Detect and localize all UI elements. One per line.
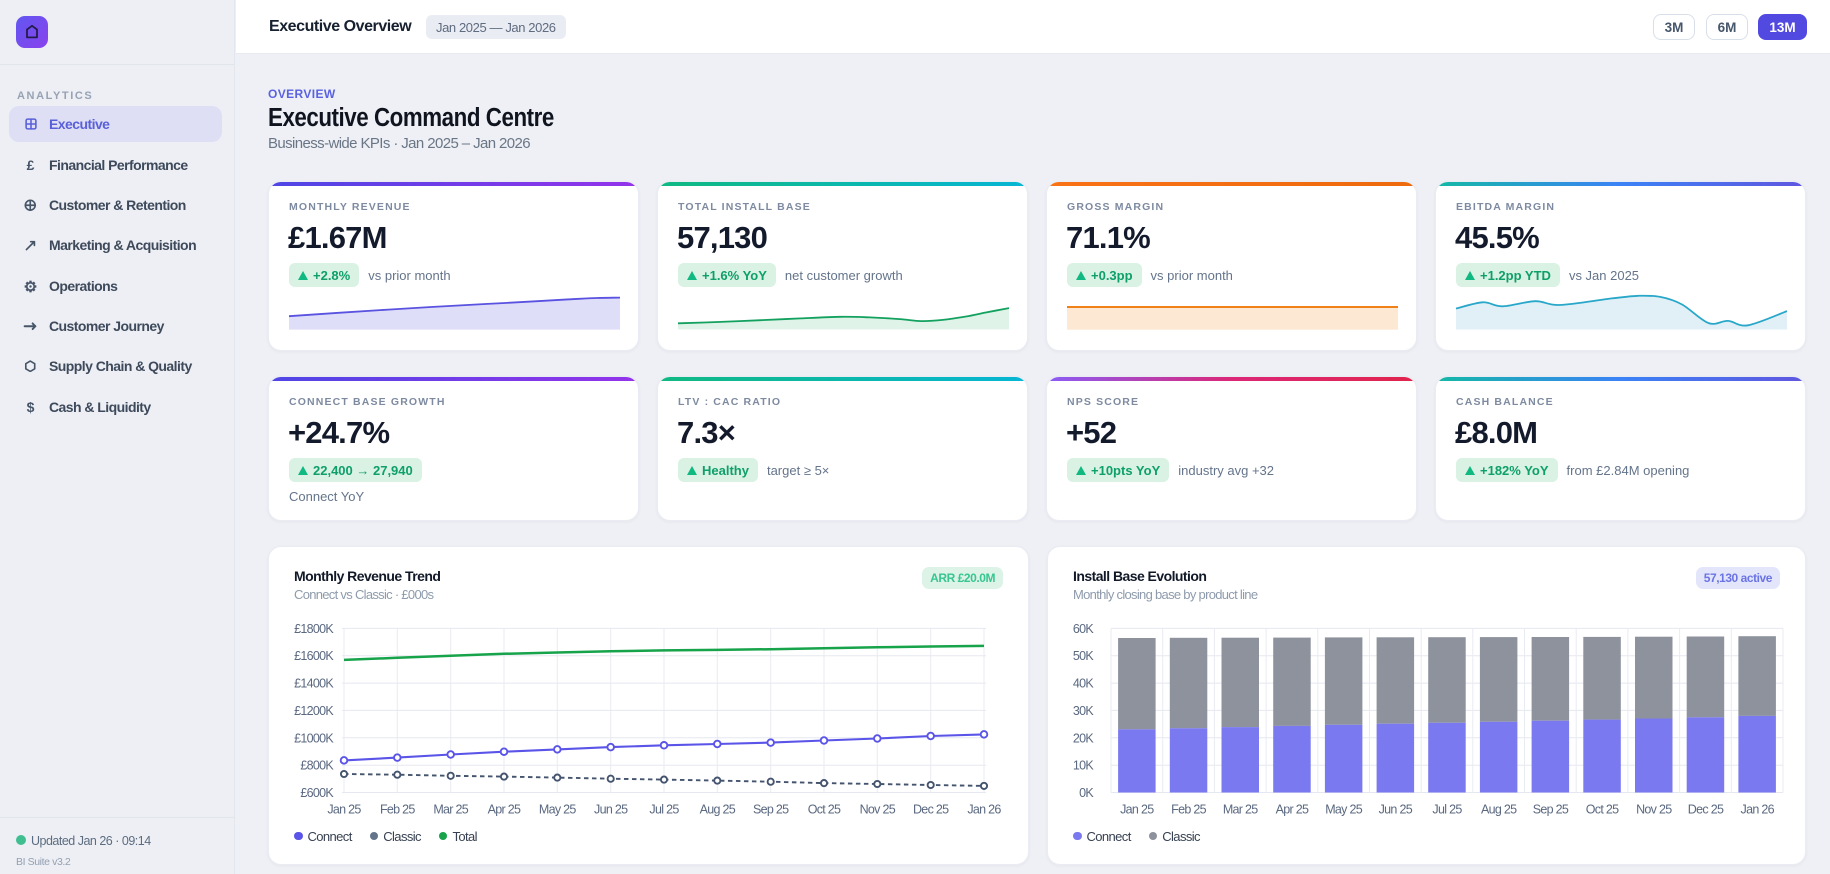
svg-text:Nov 25: Nov 25 bbox=[860, 803, 896, 817]
svg-text:Jul 25: Jul 25 bbox=[1432, 803, 1462, 817]
svg-text:Dec 25: Dec 25 bbox=[913, 803, 949, 817]
svg-text:Dec 25: Dec 25 bbox=[1688, 803, 1724, 817]
svg-text:£1600K: £1600K bbox=[294, 649, 334, 663]
svg-text:Jan 25: Jan 25 bbox=[327, 803, 361, 817]
svg-text:Jan 26: Jan 26 bbox=[967, 803, 1001, 817]
svg-text:£600K: £600K bbox=[300, 786, 334, 800]
svg-text:May 25: May 25 bbox=[1325, 803, 1363, 817]
svg-text:£1800K: £1800K bbox=[294, 622, 334, 636]
svg-text:30K: 30K bbox=[1073, 704, 1095, 718]
svg-text:Nov 25: Nov 25 bbox=[1636, 803, 1672, 817]
svg-text:Oct 25: Oct 25 bbox=[808, 803, 841, 817]
svg-text:20K: 20K bbox=[1073, 731, 1095, 745]
svg-text:Apr 25: Apr 25 bbox=[1276, 803, 1309, 817]
svg-text:40K: 40K bbox=[1073, 677, 1095, 691]
svg-text:Jun 25: Jun 25 bbox=[594, 803, 628, 817]
svg-text:10K: 10K bbox=[1073, 759, 1095, 773]
svg-text:Mar 25: Mar 25 bbox=[1223, 803, 1258, 817]
svg-text:Oct 25: Oct 25 bbox=[1586, 803, 1619, 817]
svg-text:May 25: May 25 bbox=[539, 803, 577, 817]
svg-text:Feb 25: Feb 25 bbox=[1171, 803, 1206, 817]
svg-text:Apr 25: Apr 25 bbox=[488, 803, 521, 817]
svg-text:Jan 26: Jan 26 bbox=[1741, 803, 1775, 817]
svg-text:£1200K: £1200K bbox=[294, 704, 334, 718]
svg-text:Sep 25: Sep 25 bbox=[753, 803, 789, 817]
svg-text:Jan 25: Jan 25 bbox=[1120, 803, 1154, 817]
svg-text:£800K: £800K bbox=[300, 759, 334, 773]
svg-text:Feb 25: Feb 25 bbox=[380, 803, 415, 817]
svg-text:60K: 60K bbox=[1073, 622, 1095, 636]
svg-text:£1000K: £1000K bbox=[294, 731, 334, 745]
svg-text:Aug 25: Aug 25 bbox=[700, 803, 736, 817]
svg-text:Jun 25: Jun 25 bbox=[1379, 803, 1413, 817]
svg-text:Sep 25: Sep 25 bbox=[1533, 803, 1569, 817]
svg-text:0K: 0K bbox=[1079, 786, 1094, 800]
svg-text:Mar 25: Mar 25 bbox=[433, 803, 468, 817]
svg-text:Aug 25: Aug 25 bbox=[1481, 803, 1517, 817]
svg-text:Jul 25: Jul 25 bbox=[649, 803, 679, 817]
svg-text:50K: 50K bbox=[1073, 649, 1095, 663]
svg-text:£1400K: £1400K bbox=[294, 677, 334, 691]
